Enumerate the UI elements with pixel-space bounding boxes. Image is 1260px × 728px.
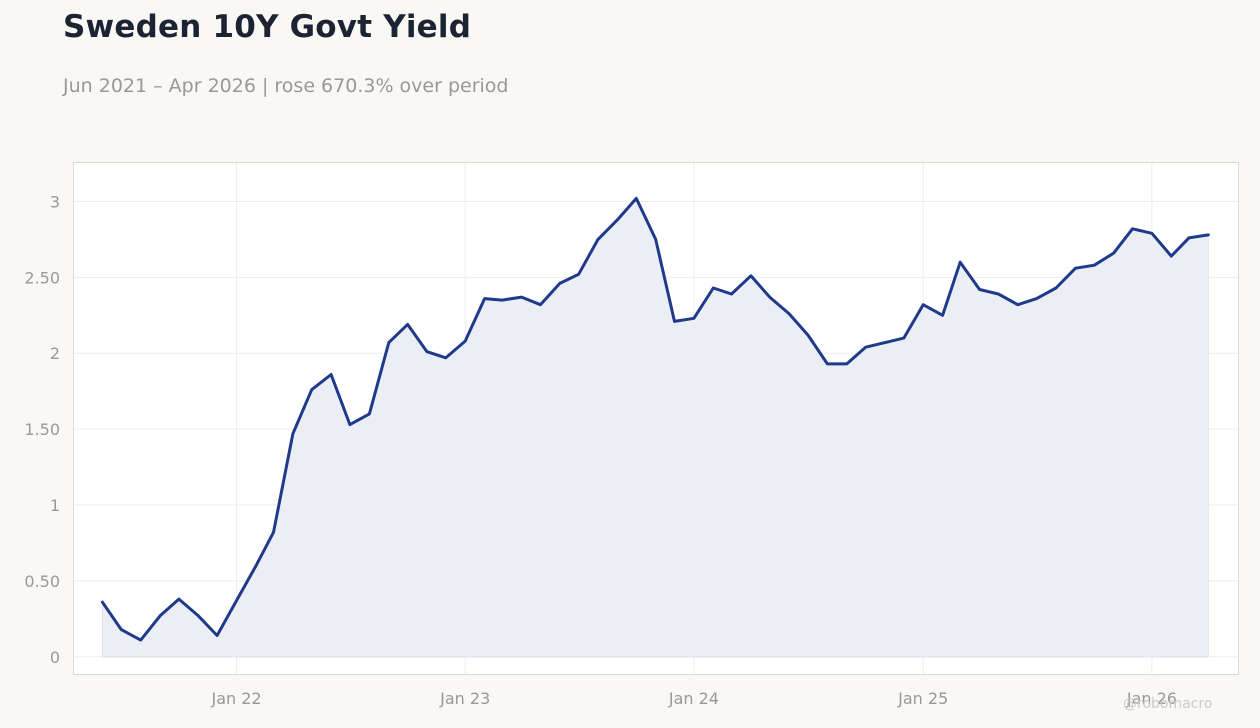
data-point <box>577 273 580 276</box>
data-point <box>483 297 486 300</box>
data-point <box>1074 267 1077 270</box>
data-point <box>425 350 429 353</box>
chart-subtitle: Jun 2021 – Apr 2026 | rose 670.3% over p… <box>63 75 509 97</box>
data-point <box>197 614 200 617</box>
data-point <box>158 614 162 617</box>
data-point <box>941 314 944 317</box>
data-point <box>215 634 219 637</box>
data-point <box>464 339 467 343</box>
y-tick-label: 0 <box>50 648 60 667</box>
data-point <box>864 346 867 349</box>
y-tick-label: 3 <box>50 192 60 211</box>
data-point <box>673 320 676 323</box>
data-point <box>539 303 542 306</box>
data-point <box>520 295 523 299</box>
data-point <box>768 295 771 299</box>
data-point <box>1016 303 1019 306</box>
data-point <box>1150 232 1154 235</box>
data-point <box>922 303 925 306</box>
data-point <box>139 638 142 642</box>
data-point <box>254 564 258 567</box>
watermark: @robomacro <box>1123 696 1213 712</box>
data-point <box>616 218 619 221</box>
data-point <box>730 292 733 296</box>
data-point <box>997 292 1000 296</box>
chart-title: Sweden 10Y Govt Yield <box>63 9 472 45</box>
data-point <box>787 312 791 315</box>
data-point <box>348 423 352 426</box>
data-point <box>310 388 313 391</box>
y-tick-label: 2 <box>50 344 60 363</box>
y-tick-label: 0.50 <box>24 572 60 591</box>
x-tick-label: Jan 24 <box>668 689 719 708</box>
x-tick-label: Jan 25 <box>897 689 948 708</box>
data-point <box>1170 254 1173 258</box>
data-point <box>1093 264 1096 267</box>
data-point <box>101 600 104 604</box>
y-tick-label: 1 <box>50 496 60 515</box>
data-point <box>596 238 600 241</box>
data-point <box>406 323 409 326</box>
data-point <box>235 599 238 602</box>
data-point <box>749 274 753 277</box>
data-point <box>501 298 504 302</box>
data-point <box>806 333 810 337</box>
data-point <box>692 317 696 320</box>
data-point <box>1187 236 1191 240</box>
data-point <box>978 288 981 291</box>
data-point <box>1207 233 1210 237</box>
data-point <box>291 432 295 435</box>
x-tick-label: Jan 22 <box>210 689 261 708</box>
data-point <box>883 341 887 344</box>
x-tick-label: Jan 26 <box>1126 689 1177 708</box>
data-point <box>959 261 962 264</box>
data-point <box>272 531 275 534</box>
data-point <box>120 628 123 631</box>
data-point <box>558 282 561 285</box>
data-point <box>1112 251 1115 255</box>
data-point <box>902 336 905 340</box>
data-point <box>329 373 333 376</box>
data-point <box>1035 297 1038 300</box>
x-tick-label: Jan 23 <box>439 689 490 708</box>
data-point <box>368 412 371 416</box>
data-point <box>177 597 181 601</box>
data-point <box>387 341 390 344</box>
data-point <box>635 197 638 200</box>
y-tick-label: 2.50 <box>24 268 60 287</box>
plot-border <box>73 162 1239 675</box>
data-point <box>826 362 829 366</box>
data-point <box>1054 286 1058 290</box>
data-point <box>654 238 657 241</box>
y-tick-label: 1.50 <box>24 420 60 439</box>
data-point <box>845 362 848 366</box>
data-point <box>1131 227 1134 230</box>
data-point <box>712 286 715 290</box>
data-point <box>444 356 447 359</box>
